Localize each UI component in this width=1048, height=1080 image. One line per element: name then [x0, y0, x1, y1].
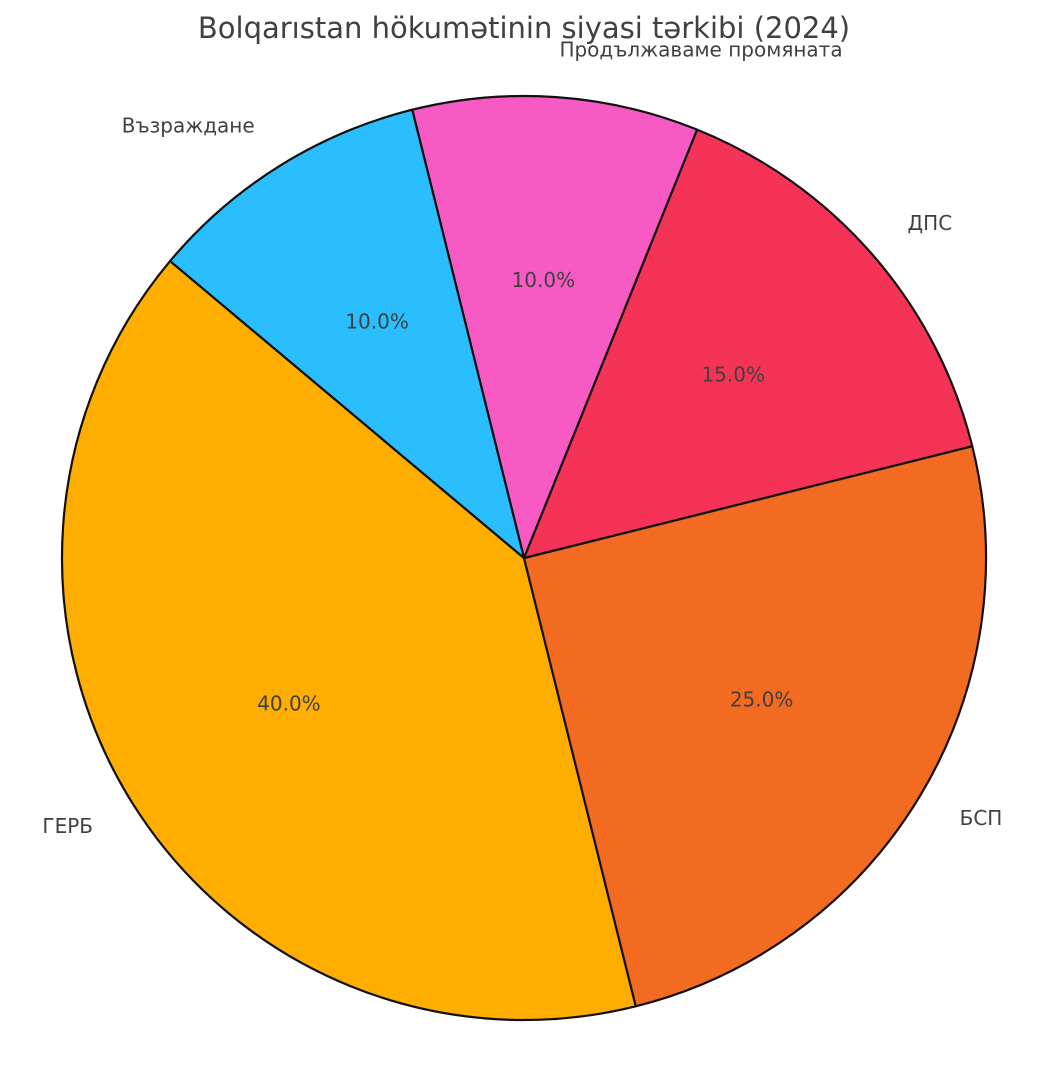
pie-slice: [411, 94, 699, 560]
slice-label: ГЕРБ: [42, 814, 93, 838]
value-label: 40.0%: [257, 691, 321, 715]
pie-slice: [168, 108, 526, 560]
slice-label: Възраждане: [122, 114, 255, 138]
pie-slice: [522, 128, 974, 560]
pie-slice: [60, 259, 637, 1022]
pie-slice: [522, 445, 988, 1008]
slice-label: Продължаваме промяната: [559, 38, 842, 62]
value-label: 10.0%: [512, 268, 576, 292]
slice-label: ДПС: [908, 211, 953, 235]
value-label: 10.0%: [345, 309, 409, 333]
value-label: 25.0%: [730, 687, 794, 711]
slice-label: БСП: [960, 806, 1003, 830]
chart-title: Bolqarıstan hökumətinin siyasi tərkibi (…: [198, 11, 850, 45]
value-label: 15.0%: [701, 363, 765, 387]
